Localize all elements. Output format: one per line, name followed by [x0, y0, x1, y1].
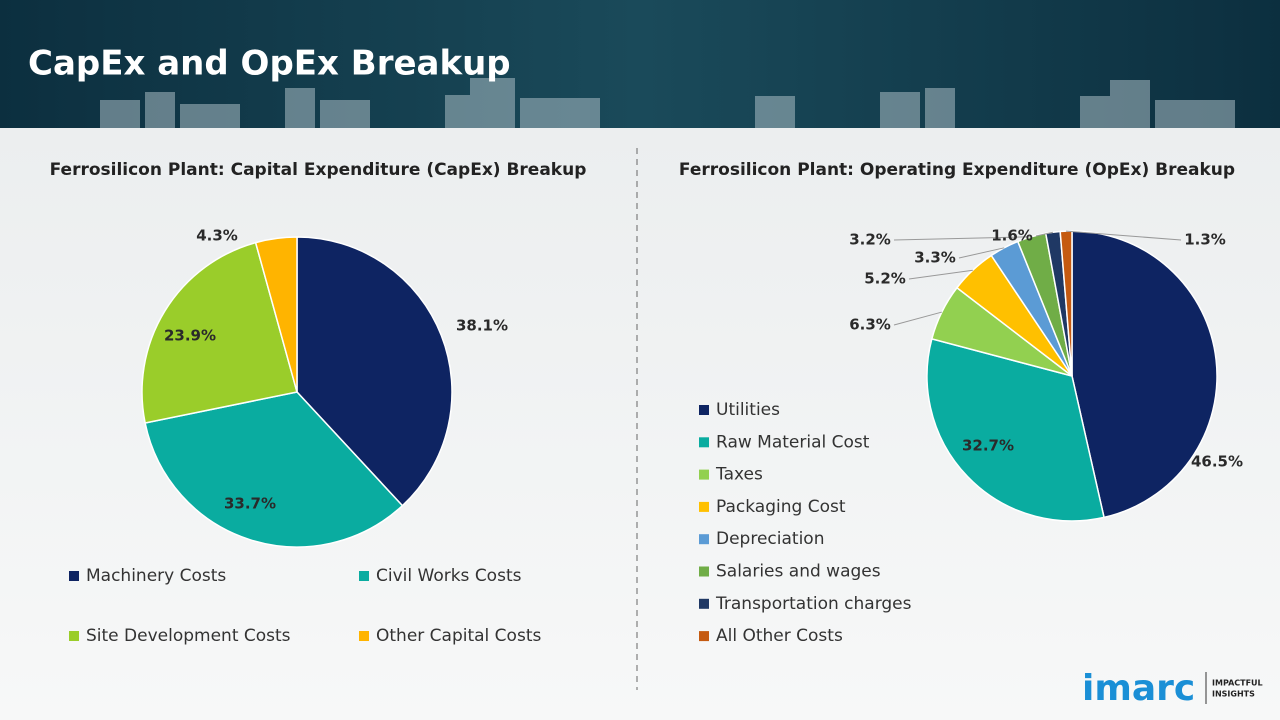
leader-line: [908, 269, 973, 280]
legend-swatch: [699, 566, 709, 577]
legend-label: Depreciation: [716, 529, 824, 549]
leader-line: [893, 311, 942, 326]
pie-slice: [1071, 230, 1218, 519]
leader-line: [893, 236, 1032, 241]
value-label: 3.3%: [914, 249, 956, 267]
skyline: [100, 78, 1235, 128]
legend-label: Taxes: [715, 465, 763, 485]
legend-label: Site Development Costs: [86, 626, 291, 646]
legend-label: Other Capital Costs: [376, 626, 541, 646]
legend-label: Salaries and wages: [716, 562, 881, 582]
value-label: 23.9%: [164, 327, 216, 345]
legend-label: Raw Material Cost: [716, 432, 870, 452]
value-label: 46.5%: [1191, 453, 1243, 471]
pie-slice: [296, 236, 453, 507]
legend-swatch: [699, 631, 709, 642]
legend-label: Civil Works Costs: [376, 566, 522, 586]
legend-label: Utilities: [716, 400, 780, 420]
value-label: 3.2%: [849, 231, 891, 249]
legend-swatch: [699, 501, 709, 512]
legend-swatch: [699, 437, 709, 448]
value-label: 4.3%: [196, 227, 238, 245]
logo-tagline: IMPACTFUL: [1212, 679, 1263, 688]
legend-label: All Other Costs: [716, 626, 843, 646]
legend-swatch: [699, 405, 709, 415]
leader-line: [958, 247, 1005, 259]
page-title: CapEx and OpEx Breakup: [28, 44, 511, 84]
legend-swatch: [359, 631, 369, 641]
pie-slice: [1059, 230, 1073, 377]
logo-tagline: INSIGHTS: [1212, 690, 1255, 699]
pie-slice: [254, 236, 298, 393]
legend-label: Packaging Cost: [716, 497, 846, 517]
legend-swatch: [359, 571, 369, 581]
value-label: 32.7%: [962, 437, 1014, 455]
legend-swatch: [699, 534, 709, 545]
value-label: 38.1%: [456, 317, 508, 335]
pie-slice: [144, 391, 404, 548]
value-label: 33.7%: [224, 495, 276, 513]
legend-swatch: [699, 598, 709, 609]
pie-slice: [926, 337, 1105, 522]
value-label: 1.3%: [1184, 231, 1226, 249]
legend-label: Transportation charges: [715, 594, 912, 614]
legend-swatch: [69, 571, 79, 581]
pie-slice: [141, 241, 298, 424]
legend-label: Machinery Costs: [86, 566, 226, 586]
leader-line: [1035, 231, 1054, 237]
legend-swatch: [69, 631, 79, 641]
value-label: 5.2%: [864, 270, 906, 288]
value-label: 1.6%: [991, 227, 1033, 245]
logo: imarc: [1082, 668, 1195, 709]
chart-title: Ferrosilicon Plant: Capital Expenditure …: [50, 160, 587, 180]
value-label: 6.3%: [849, 316, 891, 334]
chart-title: Ferrosilicon Plant: Operating Expenditur…: [679, 160, 1235, 180]
legend-swatch: [699, 469, 709, 480]
leader-line: [1066, 230, 1182, 241]
